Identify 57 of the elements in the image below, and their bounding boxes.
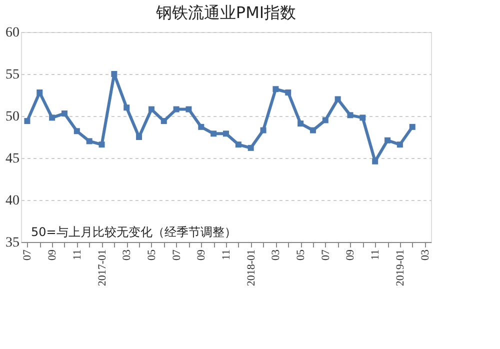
point: [160, 118, 167, 124]
point: [24, 118, 30, 124]
x-tick-label: 09: [46, 249, 59, 260]
y-tick-label: 45: [6, 152, 20, 166]
point: [272, 86, 279, 92]
point: [49, 114, 56, 121]
x-tick-label: 11: [370, 250, 382, 260]
x-tick-label: 03: [121, 249, 134, 260]
point: [98, 142, 105, 148]
point: [36, 89, 43, 96]
y-tick-label: 40: [6, 194, 20, 208]
x-tick-label: 09: [196, 249, 208, 260]
point: [198, 124, 204, 130]
point: [248, 144, 254, 151]
point: [322, 117, 328, 124]
x-tick-label: 05: [146, 249, 158, 260]
point: [347, 112, 354, 118]
annotation: 50=与上月比较无变化（经季节调整）: [31, 225, 236, 239]
x-tick-label: 03: [419, 249, 432, 260]
point: [111, 71, 118, 77]
x-tick-label: 07: [22, 249, 34, 260]
point: [396, 142, 403, 148]
point: [210, 130, 217, 137]
point: [372, 158, 378, 164]
point: [409, 124, 416, 130]
x-tick-label: 07: [170, 249, 183, 260]
x-tick-label: 2017-01: [96, 250, 108, 286]
point: [148, 106, 154, 112]
x-tick-label: 11: [71, 250, 84, 260]
x-tick-label: 09: [344, 249, 357, 260]
y-tick-label: 35: [6, 236, 20, 250]
point: [223, 130, 229, 137]
point: [235, 142, 242, 148]
point: [285, 89, 292, 96]
point: [136, 134, 142, 140]
x-tick-label: 05: [295, 249, 308, 260]
point: [173, 106, 180, 112]
point: [298, 120, 304, 127]
y-tick-label: 60: [6, 26, 20, 40]
x-tick-label: 03: [270, 249, 282, 260]
point: [260, 127, 266, 134]
point: [74, 128, 80, 134]
x-tick-label: 11: [220, 250, 232, 260]
point: [61, 110, 68, 116]
point: [186, 106, 192, 112]
x-tick-label: 07: [320, 249, 332, 260]
chart-title: 钢铁流通业PMI指数: [154, 3, 296, 22]
point: [86, 138, 92, 144]
x-tick-label: 2018-01: [245, 250, 258, 286]
point: [384, 137, 391, 144]
point: [124, 104, 130, 111]
point: [360, 114, 366, 121]
point: [334, 96, 341, 102]
y-tick-label: 55: [6, 68, 20, 82]
x-tick-label: 2019-01: [394, 250, 406, 286]
point: [310, 127, 316, 134]
y-tick-label: 50: [6, 110, 20, 124]
